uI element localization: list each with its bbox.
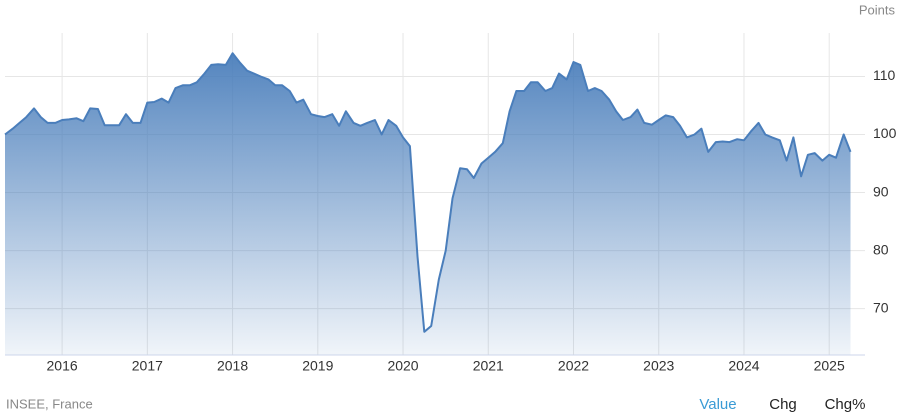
x-tick-label: 2022 xyxy=(558,358,589,374)
x-tick-label: 2019 xyxy=(302,358,333,374)
area-fill xyxy=(5,53,851,356)
y-tick-label: 100 xyxy=(873,125,897,141)
x-tick-label: 2025 xyxy=(814,358,845,374)
y-tick-label: 80 xyxy=(873,241,889,257)
x-tick-label: 2018 xyxy=(217,358,248,374)
y-tick-label: 70 xyxy=(873,299,889,315)
tab[interactable]: Chg% xyxy=(825,396,866,413)
y-tick-label: 110 xyxy=(873,67,896,83)
line xyxy=(4,52,852,333)
x-tick-label: 2021 xyxy=(473,358,504,374)
x-tick-label: 2016 xyxy=(47,358,78,374)
x-tick-label: 2017 xyxy=(132,358,163,374)
x-tick-label: 2020 xyxy=(387,358,418,374)
source: INSEE, France xyxy=(6,396,93,411)
y-axis-label: Points xyxy=(859,2,896,17)
x-tick-label: 2023 xyxy=(643,358,674,374)
tab[interactable]: Chg xyxy=(769,396,797,413)
x-tick-label: 2024 xyxy=(728,358,759,374)
tab[interactable]: Value xyxy=(699,396,736,413)
y-tick-label: 90 xyxy=(873,183,889,199)
